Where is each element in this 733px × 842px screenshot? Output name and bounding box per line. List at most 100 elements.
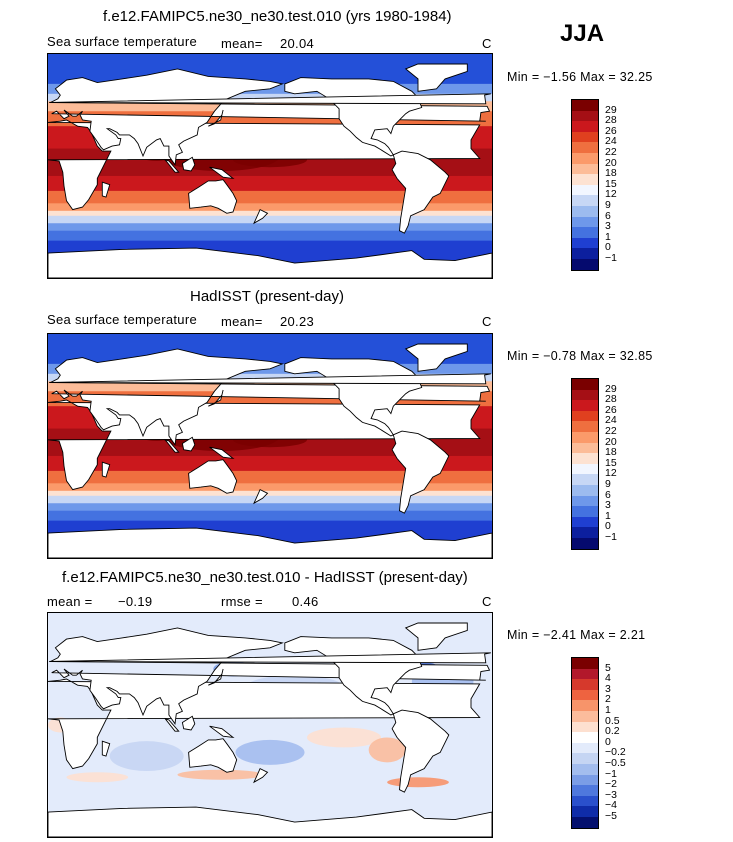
continent-outline [49, 652, 491, 664]
colorbar-tick-label: 12 [605, 188, 617, 201]
continent-outline [49, 373, 491, 385]
continent-outline [50, 348, 491, 447]
diff-anomaly [368, 737, 406, 763]
continent-outline [209, 725, 235, 739]
continent-outline [391, 709, 450, 793]
continent-outline [50, 627, 491, 726]
panel1-mean-value: 20.04 [280, 36, 315, 51]
diff-anomaly [307, 727, 381, 748]
colorbar-segment [572, 658, 598, 669]
panel2-max-label: Max = [580, 349, 617, 363]
colorbar-segment [572, 506, 598, 517]
colorbar-tick-label: 18 [605, 446, 617, 459]
colorbar-tick-label: −1 [605, 767, 617, 780]
panel2-colorbar [571, 378, 599, 550]
diff-anomaly [235, 739, 305, 765]
continent-outline [208, 109, 224, 127]
colorbar-tick-label: −1 [605, 252, 617, 264]
panel3-max-value: 2.21 [619, 628, 646, 642]
continent-outline [391, 150, 450, 234]
colorbar-tick-label: −3 [605, 788, 617, 801]
sst-band [48, 495, 492, 504]
sst-band [48, 455, 492, 472]
colorbar-segment [572, 795, 598, 807]
colorbar-tick-label: 15 [605, 177, 617, 190]
colorbar-tick-label: 2 [605, 693, 611, 706]
sst-band [48, 203, 492, 212]
colorbar-segment [572, 527, 598, 538]
colorbar-segment [572, 484, 598, 496]
colorbar-segment [572, 174, 598, 185]
panel3-mean-label: mean = [47, 594, 93, 609]
colorbar-segment [572, 463, 598, 475]
colorbar-segment [572, 258, 598, 270]
continent-outline [181, 156, 196, 172]
continent-outline [101, 461, 111, 478]
colorbar-segment [572, 421, 598, 432]
sst-band [48, 503, 492, 512]
colorbar-segment [572, 248, 598, 259]
colorbar-tick-label: 20 [605, 435, 617, 448]
colorbar-tick-label: −2 [605, 778, 617, 791]
sst-band [48, 230, 492, 242]
colorbar-segment [572, 679, 598, 690]
continent-outline [404, 63, 468, 92]
panel2-variable: Sea surface temperature [47, 312, 197, 327]
panel3-minmax: Min = −2.41 Max = 2.21 [507, 628, 645, 642]
panel2-min-value: −0.78 [543, 349, 577, 363]
colorbar-tick-label: 0 [605, 241, 611, 254]
continent-outline [253, 208, 269, 225]
colorbar-segment [572, 410, 598, 422]
colorbar-tick-label: 6 [605, 488, 611, 501]
colorbar-tick-label: 15 [605, 456, 617, 469]
colorbar-segment [572, 400, 598, 411]
sst-band [48, 215, 492, 224]
panel3-max-label: Max = [580, 628, 617, 642]
continent-outline [208, 668, 224, 686]
panel3-rmse-value: 0.46 [292, 594, 319, 609]
panel3-min-label: Min = [507, 628, 540, 642]
panel2-title: HadISST (present-day) [190, 288, 344, 305]
colorbar-segment [572, 700, 598, 711]
colorbar-segment [572, 742, 598, 754]
panel3-rmse-label: rmse = [221, 594, 263, 609]
colorbar-segment [572, 474, 598, 485]
sst-band [48, 175, 492, 192]
colorbar-segment [572, 163, 598, 175]
colorbar-tick-label: 18 [605, 167, 617, 180]
panel2-units: C [482, 314, 492, 329]
colorbar-segment [572, 227, 598, 238]
colorbar-segment [572, 142, 598, 153]
colorbar-segment [572, 100, 598, 111]
colorbar-segment [572, 516, 598, 528]
colorbar-segment [572, 205, 598, 217]
panel1-units: C [482, 36, 492, 51]
continent-outline [253, 767, 269, 784]
colorbar-tick-label: 3 [605, 499, 611, 512]
map-svg [48, 54, 492, 278]
colorbar-segment [572, 453, 598, 464]
colorbar-segment [572, 806, 598, 817]
colorbar-tick-label: 1 [605, 704, 611, 716]
colorbar-segment [572, 121, 598, 132]
colorbar-tick-label: 3 [605, 220, 611, 233]
colorbar-segment [572, 763, 598, 775]
colorbar-tick-label: 6 [605, 209, 611, 222]
colorbar-tick-label: 29 [605, 103, 617, 116]
colorbar-segment [572, 442, 598, 454]
colorbar-tick-label: 26 [605, 403, 617, 416]
panel1-min-value: −1.56 [543, 70, 577, 84]
colorbar-tick-label: 0.2 [605, 725, 620, 738]
colorbar-tick-label: 24 [605, 135, 617, 148]
map-svg [48, 334, 492, 558]
continent-outline [101, 740, 111, 757]
continent-outline [188, 738, 238, 773]
panel1-variable: Sea surface temperature [47, 34, 197, 49]
map-svg [48, 613, 492, 837]
colorbar-segment [572, 495, 598, 507]
sst-band [48, 510, 492, 522]
colorbar-tick-label: 24 [605, 414, 617, 427]
panel1-max-label: Max = [580, 70, 617, 84]
panel2-min-label: Min = [507, 349, 540, 363]
panel2-minmax: Min = −0.78 Max = 32.85 [507, 349, 653, 363]
